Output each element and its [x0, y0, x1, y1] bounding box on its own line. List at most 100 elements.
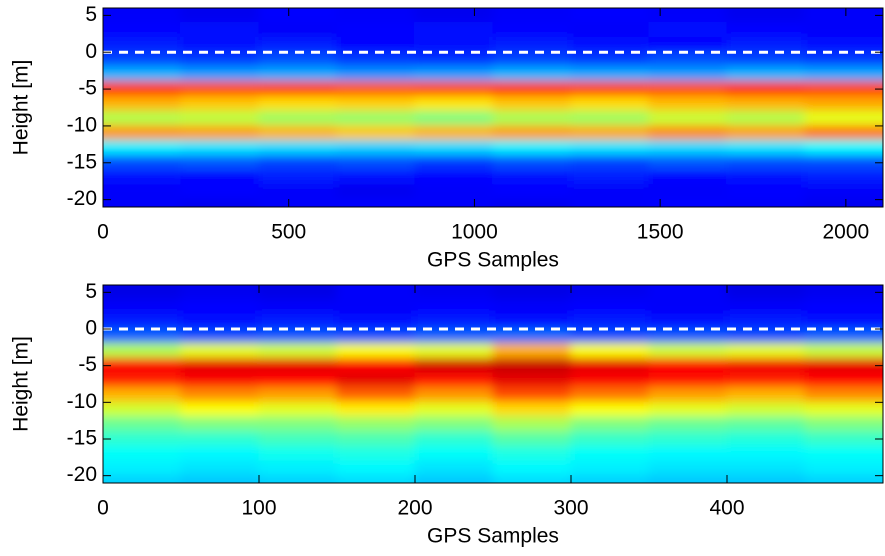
heat-cell	[804, 401, 883, 418]
heat-cell	[492, 299, 572, 315]
heat-cell	[570, 372, 650, 389]
heat-cell	[570, 66, 650, 83]
heat-cell	[726, 140, 806, 157]
heat-cell	[570, 401, 650, 418]
heat-cell	[180, 285, 260, 301]
heat-cell	[336, 140, 416, 157]
heat-cell	[492, 343, 572, 359]
heat-cell	[726, 95, 806, 112]
heat-cell	[492, 36, 572, 53]
heat-cell	[336, 401, 416, 418]
heat-cell	[804, 184, 883, 201]
y-tick-label: -10	[67, 113, 97, 136]
heat-cell	[180, 110, 260, 127]
heat-cell	[180, 299, 260, 315]
heat-cell	[258, 460, 338, 477]
heat-cell	[103, 36, 182, 53]
heat-cell	[492, 51, 572, 68]
heat-cell	[103, 475, 182, 483]
heat-cell	[492, 199, 572, 207]
heat-cell	[180, 140, 260, 157]
heat-cell	[336, 343, 416, 359]
x-tick-label: 0	[97, 221, 109, 244]
heat-cell	[414, 169, 494, 186]
heat-cell	[648, 51, 728, 68]
heat-cell	[492, 401, 572, 418]
y-tick-label: 5	[85, 3, 97, 26]
heat-cell	[492, 416, 572, 433]
heat-cell	[648, 95, 728, 112]
heat-cell	[570, 328, 650, 345]
heat-cell	[648, 154, 728, 171]
heat-cell	[804, 460, 883, 477]
heat-cell	[492, 169, 572, 186]
x-tick-label: 500	[271, 221, 306, 244]
heat-cell	[414, 372, 494, 389]
heat-cell	[103, 313, 182, 330]
heat-cell	[726, 445, 806, 462]
heatmap	[103, 285, 883, 483]
heat-cell	[336, 8, 416, 24]
heat-cell	[570, 8, 650, 24]
heat-cell	[648, 169, 728, 186]
y-tick-label: -15	[67, 427, 97, 450]
heat-cell	[336, 431, 416, 447]
heat-cell	[492, 95, 572, 112]
heat-cell	[726, 475, 806, 483]
heat-cell	[258, 285, 338, 301]
y-tick-label: 5	[85, 280, 97, 303]
heat-cell	[570, 475, 650, 483]
heat-cell	[648, 343, 728, 359]
heat-cell	[726, 8, 806, 24]
heat-cell	[414, 22, 494, 39]
heat-cell	[570, 313, 650, 330]
heat-cell	[414, 387, 494, 403]
heat-cell	[180, 199, 260, 207]
heat-cell	[804, 36, 883, 53]
heat-cell	[103, 299, 182, 315]
heat-cell	[336, 36, 416, 53]
heat-cell	[726, 66, 806, 83]
heat-cell	[804, 416, 883, 433]
heat-cell	[570, 95, 650, 112]
heat-cell	[336, 184, 416, 201]
heat-cell	[804, 66, 883, 83]
heat-cell	[258, 299, 338, 315]
plot-frame	[102, 284, 884, 484]
y-tick-label: 0	[85, 317, 97, 340]
heat-cell	[103, 140, 182, 157]
heat-cell	[726, 313, 806, 330]
heat-cell	[414, 328, 494, 345]
heat-cell	[103, 169, 182, 186]
heat-cell	[570, 357, 650, 374]
heat-cell	[258, 51, 338, 68]
heat-cell	[180, 343, 260, 359]
heat-cell	[180, 169, 260, 186]
x-tick-label: 400	[709, 497, 744, 520]
heat-cell	[180, 460, 260, 477]
heat-cell	[414, 8, 494, 24]
heat-cell	[570, 285, 650, 301]
heat-cell	[648, 199, 728, 207]
heat-cell	[180, 154, 260, 171]
heat-cell	[804, 125, 883, 142]
heat-cell	[492, 357, 572, 374]
heat-cell	[180, 313, 260, 330]
heat-cell	[103, 125, 182, 142]
heat-cell	[414, 66, 494, 83]
heat-cell	[258, 343, 338, 359]
heat-cell	[570, 431, 650, 447]
heat-cell	[336, 51, 416, 68]
y-tick-label: -20	[67, 187, 97, 210]
y-axis-title: Height [m]	[10, 336, 33, 432]
heat-cell	[414, 445, 494, 462]
heat-cell	[570, 299, 650, 315]
heat-cell	[570, 22, 650, 39]
heat-cell	[103, 431, 182, 447]
heat-cell	[648, 431, 728, 447]
heat-cell	[648, 372, 728, 389]
heat-cell	[414, 51, 494, 68]
heat-cell	[180, 8, 260, 24]
heat-cell	[648, 416, 728, 433]
heat-cell	[103, 401, 182, 418]
